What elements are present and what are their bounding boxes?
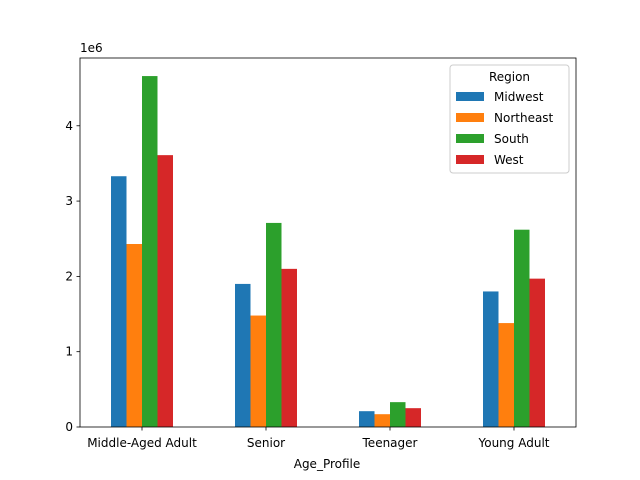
bar-west-senior	[281, 268, 297, 427]
y-axis-scale-label: 1e6	[80, 41, 103, 55]
legend-swatch-midwest	[456, 92, 484, 101]
legend-label-northeast: Northeast	[494, 111, 554, 125]
bar-west-teenager	[405, 408, 421, 427]
legend: Region Midwest Northeast South West	[449, 64, 570, 174]
bar-midwest-middle-aged-adult	[111, 176, 127, 427]
x-tick-label: Middle-Aged Adult	[87, 436, 197, 450]
x-tick-label: Teenager	[362, 436, 418, 450]
bar-northeast-young-adult	[498, 323, 514, 427]
y-tick-label: 0	[65, 420, 73, 434]
bar-west-middle-aged-adult	[157, 155, 173, 427]
bar-west-young-adult	[529, 278, 545, 427]
x-tick-label: Senior	[247, 436, 285, 450]
bar-south-senior	[266, 222, 282, 427]
legend-swatch-south	[456, 134, 484, 143]
plot-frame	[79, 57, 577, 428]
bar-south-middle-aged-adult	[142, 76, 158, 427]
bar-south-teenager	[390, 402, 406, 427]
x-tick-label: Young Adult	[478, 436, 550, 450]
y-tick-label: 2	[65, 269, 73, 283]
legend-label-south: South	[494, 132, 529, 146]
legend-title: Region	[489, 70, 530, 84]
legend-label-west: West	[494, 153, 524, 167]
x-axis-label: Age_Profile	[294, 457, 361, 471]
axes-group: 0 1 2 3 4 Middle-Aged Adult Senior Teenager Youn…	[65, 57, 577, 450]
legend-label-midwest: Midwest	[494, 90, 544, 104]
bars-group	[111, 76, 545, 427]
y-tick-label: 3	[65, 194, 73, 208]
y-tick-label: 1	[65, 345, 73, 359]
bar-northeast-teenager	[374, 414, 390, 427]
bar-midwest-teenager	[359, 411, 375, 427]
y-tick-label: 4	[65, 119, 73, 133]
bar-northeast-middle-aged-adult	[126, 244, 142, 427]
legend-swatch-west	[456, 155, 484, 164]
bar-midwest-young-adult	[483, 291, 499, 427]
bar-south-young-adult	[514, 229, 530, 427]
bar-midwest-senior	[235, 283, 251, 427]
bar-northeast-senior	[250, 315, 266, 427]
legend-swatch-northeast	[456, 113, 484, 122]
